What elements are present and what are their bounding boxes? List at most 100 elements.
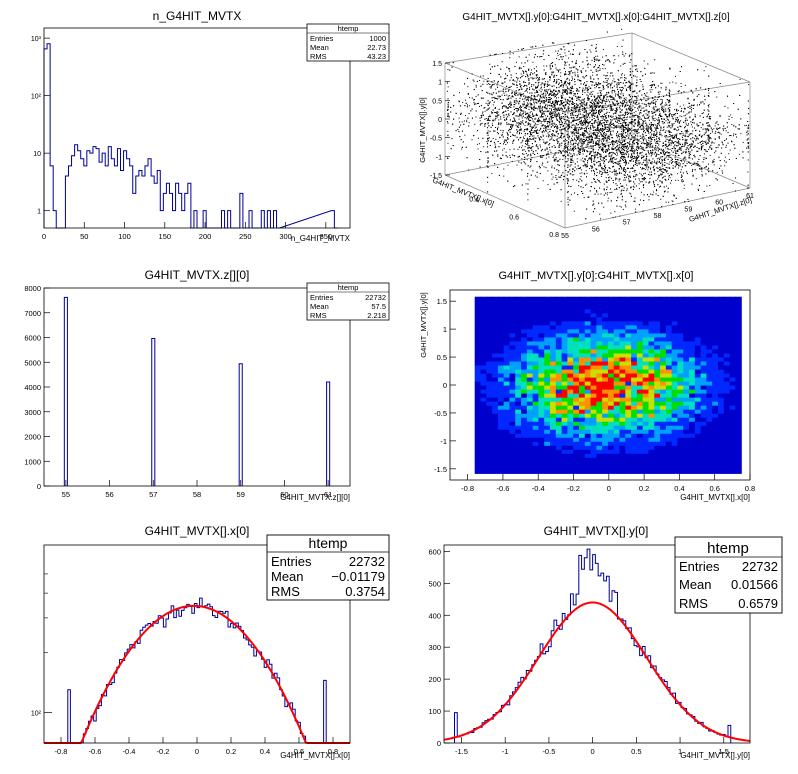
scatter-point (701, 173, 703, 175)
scatter-point (628, 99, 630, 101)
scatter-point (657, 170, 659, 172)
scatter-point (603, 74, 605, 76)
scatter-point (657, 108, 659, 110)
scatter-point (538, 56, 540, 58)
scatter-point (588, 86, 590, 88)
scatter-point (674, 109, 676, 111)
scatter-point (591, 59, 593, 61)
scatter-point (629, 61, 631, 63)
y-tick-label: -1.5 (430, 173, 442, 180)
scatter-point (663, 164, 665, 166)
scatter-point (523, 95, 525, 97)
scatter-point (669, 161, 671, 163)
scatter-point (679, 143, 681, 145)
scatter-point (567, 191, 569, 193)
scatter-point (571, 108, 573, 110)
scatter-point (675, 179, 677, 181)
scatter-point (647, 96, 649, 98)
scatter-point (540, 88, 542, 90)
scatter-point (575, 106, 577, 108)
scatter-point (612, 127, 614, 129)
stats-label: RMS (310, 52, 327, 61)
scatter-point (618, 117, 620, 119)
scatter-point (602, 151, 604, 153)
scatter-point (556, 113, 558, 115)
scatter-point (623, 187, 625, 189)
scatter-point (570, 145, 572, 147)
scatter-point (538, 89, 540, 91)
scatter-point (543, 102, 545, 104)
scatter-point (648, 104, 650, 106)
scatter-point (548, 96, 550, 98)
scatter-point (714, 152, 716, 154)
scatter-point (622, 140, 624, 142)
scatter-point (595, 121, 597, 123)
scatter-point (748, 84, 750, 86)
scatter-point (535, 175, 537, 177)
scatter-point (679, 147, 681, 149)
scatter-point (675, 117, 677, 119)
scatter-point (674, 112, 676, 114)
scatter-point (581, 105, 583, 107)
scatter-point (707, 169, 709, 171)
scatter-point (730, 114, 732, 116)
scatter-point (542, 139, 544, 141)
scatter-point (459, 92, 461, 94)
scatter-point (685, 122, 687, 124)
scatter-point (663, 176, 665, 178)
scatter-point (576, 158, 578, 160)
scatter-point (599, 128, 601, 130)
scatter-point (558, 58, 560, 60)
scatter-point (571, 127, 573, 129)
scatter-point (700, 127, 702, 129)
scatter-point (496, 84, 498, 86)
scatter-point (563, 127, 565, 129)
scatter-point (557, 127, 559, 129)
scatter-point (656, 153, 658, 155)
scatter-point (643, 159, 645, 161)
scatter-point (605, 124, 607, 126)
scatter-point (498, 90, 500, 92)
scatter-point (588, 99, 590, 101)
x-tick-label: 50 (80, 232, 88, 241)
scatter-point (613, 152, 615, 154)
scatter-point (595, 98, 597, 100)
scatter-point (651, 116, 653, 118)
scatter-point (599, 112, 601, 114)
scatter-point (495, 138, 497, 140)
scatter-point (633, 151, 635, 153)
scatter-point (660, 167, 662, 169)
scatter-point (573, 108, 575, 110)
scatter-point (586, 97, 588, 99)
scatter-point (509, 154, 511, 156)
scatter-point (588, 158, 590, 160)
scatter-point (483, 80, 485, 82)
scatter-point (661, 181, 663, 183)
scatter-point (669, 110, 671, 112)
scatter-point (592, 90, 594, 92)
scatter-point (574, 145, 576, 147)
scatter-point (620, 185, 622, 187)
scatter-point (686, 132, 688, 134)
scatter-point (711, 147, 713, 149)
scatter-point (614, 216, 616, 218)
scatter-point (602, 137, 604, 139)
scatter-point (553, 113, 555, 115)
stats-label: Mean (310, 43, 329, 52)
scatter-point (567, 196, 569, 198)
scatter-point (669, 112, 671, 114)
scatter-point (547, 123, 549, 125)
scatter-point (576, 124, 578, 126)
scatter-point (554, 110, 556, 112)
scatter-point (634, 171, 636, 173)
scatter-point (613, 55, 615, 57)
scatter-point (561, 97, 563, 99)
scatter-point (464, 134, 466, 136)
scatter-point (691, 145, 693, 147)
scatter-point (538, 130, 540, 132)
scatter-point (640, 142, 642, 144)
scatter-point (654, 102, 656, 104)
scatter-point (577, 129, 579, 131)
scatter-point (631, 119, 633, 121)
scatter-point (634, 131, 636, 133)
